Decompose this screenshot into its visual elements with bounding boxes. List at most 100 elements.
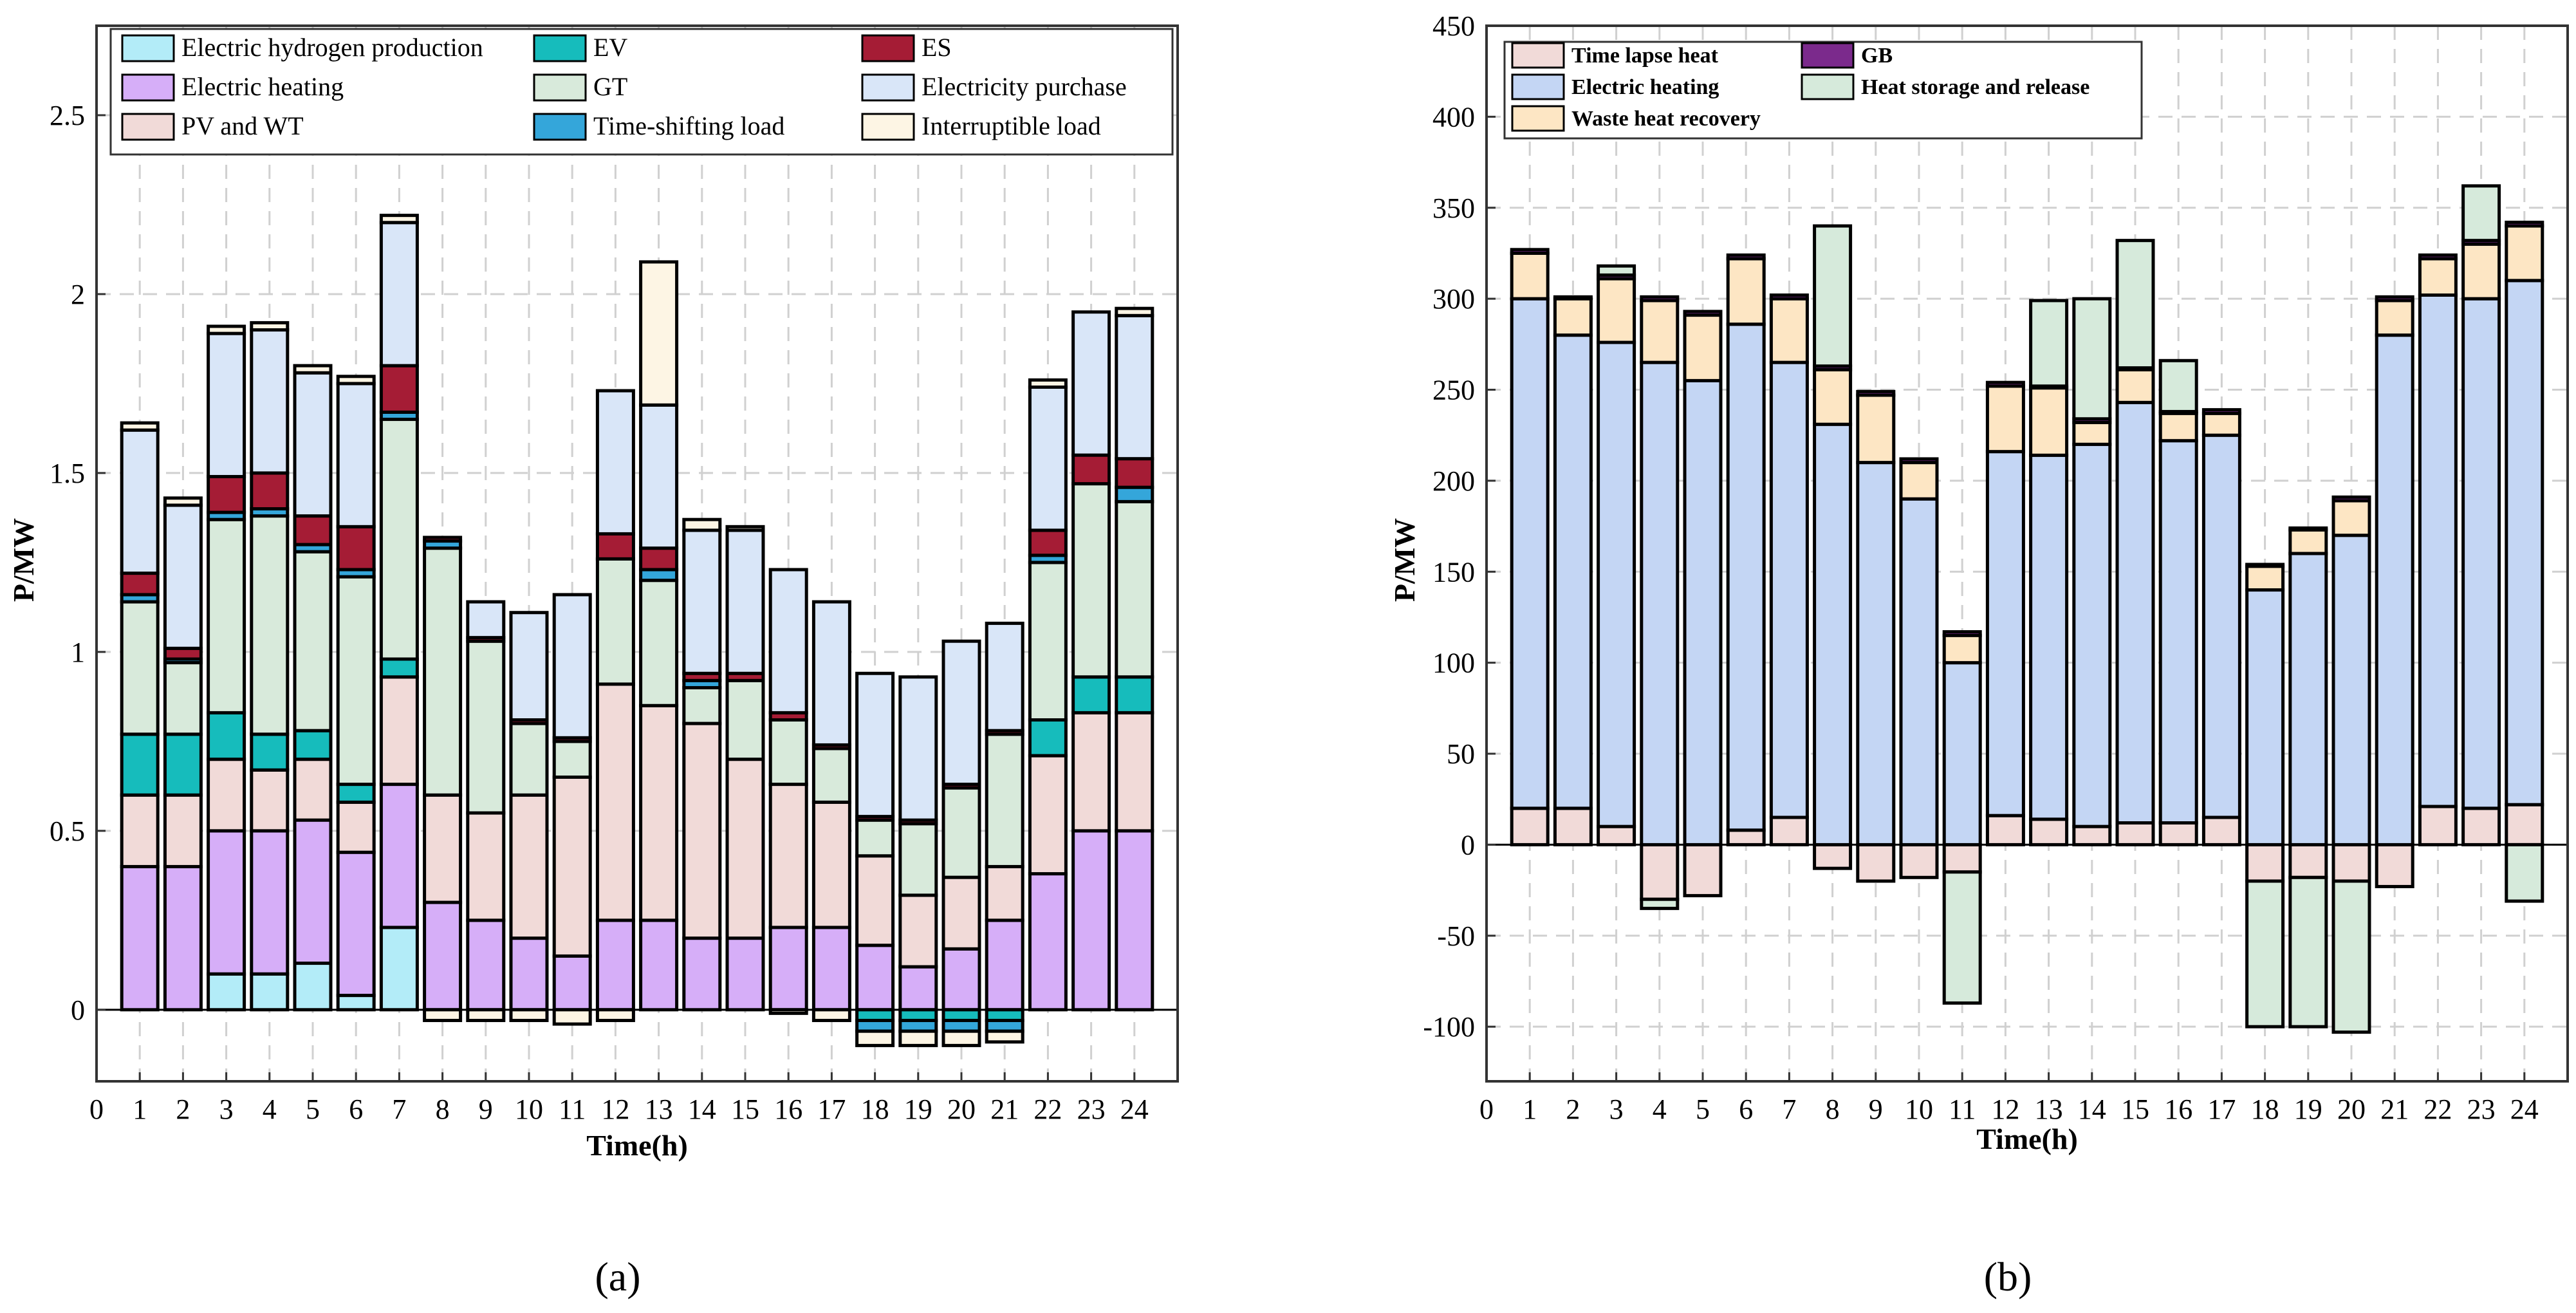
bar-segment-interruptible-load-t10 [509, 1008, 549, 1022]
bar-segment-time-lapse-heat-t1 [1510, 806, 1550, 846]
bar-segment-gb-t22 [2418, 253, 2458, 261]
bar-segment-heat-storage-and-release-t24 [2505, 843, 2544, 903]
legend-swatch [533, 34, 587, 62]
bar-segment-time-lapse-heat-t6 [1726, 828, 1766, 846]
bar-segment-electricity-purchase-t4 [250, 328, 290, 475]
bar-segment-electricity-purchase-t16 [768, 568, 808, 714]
x-tick-label: 17 [817, 1094, 846, 1125]
chart-b-legend: Time lapse heat GB Electric heating Heat st… [1503, 41, 2143, 140]
y-tick-label: 100 [1432, 647, 1475, 679]
x-tick-label: 16 [774, 1094, 802, 1125]
x-tick-label: 5 [1696, 1094, 1710, 1125]
bar-segment-electricity-purchase-t7 [379, 221, 419, 368]
bar-segment-gb-t4 [1640, 295, 1680, 303]
bar-segment-electric-heating-t16 [768, 926, 808, 1012]
caption-b: (b) [1984, 1254, 2032, 1299]
bar-segment-pv-and-wt-t21 [985, 864, 1024, 922]
bar-segment-pv-and-wt-t17 [811, 800, 851, 929]
bar-segment-electric-heating-t5 [1683, 378, 1723, 846]
bar-segment-time-lapse-heat-t5 [1683, 843, 1723, 898]
bar-segment-gt-t17 [811, 747, 851, 804]
bar-segment-waste-heat-recovery-t22 [2418, 257, 2458, 297]
chart-b-grid [1487, 24, 2568, 1081]
x-tick-label: 9 [1869, 1094, 1883, 1125]
bar-segment-time-lapse-heat-t10 [1899, 843, 1939, 879]
chart-b-plot-frame [1485, 24, 2569, 1083]
x-tick-label: 6 [1739, 1094, 1753, 1125]
bar-segment-pv-and-wt-t11 [552, 775, 592, 958]
x-tick-label: 22 [2423, 1094, 2452, 1125]
bar-segment-electric-heating-t9 [1856, 461, 1896, 846]
x-tick-label: 10 [1905, 1094, 1933, 1125]
legend-label: ES [922, 33, 952, 62]
chart-a-legend: Electric hydrogen production EV ES Electric… [109, 28, 1174, 156]
bar-segment-pv-and-wt-t9 [466, 811, 506, 922]
bar-segment-electric-heating-t18 [855, 944, 895, 1012]
bar-segment-electric-hydrogen-production-t6 [336, 994, 376, 1012]
bar-segment-time-lapse-heat-t8 [1813, 843, 1853, 870]
bar-segment-electricity-purchase-t20 [941, 639, 981, 787]
bar-segment-waste-heat-recovery-t15 [2115, 368, 2155, 404]
legend-label: Waste heat recovery [1571, 107, 1761, 131]
x-tick-label: 5 [306, 1094, 320, 1125]
bar-segment-interruptible-load-t8 [423, 1008, 463, 1022]
bar-segment-time-lapse-heat-t17 [2201, 815, 2241, 846]
bar-segment-waste-heat-recovery-t5 [1683, 313, 1723, 382]
bar-segment-time-shifting-load-t20 [941, 1018, 981, 1033]
legend-label: Time-shifting load [593, 111, 784, 140]
bar-segment-electric-heating-t14 [2072, 442, 2112, 828]
bar-segment-electric-heating-t24 [2505, 279, 2544, 806]
x-tick-label: 11 [559, 1094, 586, 1125]
bar-segment-electricity-purchase-t24 [1115, 313, 1154, 461]
bar-segment-ev-t6 [336, 783, 376, 804]
bar-segment-waste-heat-recovery-t13 [2029, 386, 2069, 457]
x-tick-label: 0 [89, 1094, 104, 1125]
bar-segment-electric-heating-t2 [1553, 333, 1593, 810]
bar-segment-electric-heating-t3 [207, 829, 246, 976]
bar-segment-interruptible-load-t7 [379, 214, 419, 225]
bar-segment-interruptible-load-t5 [293, 364, 333, 375]
bar-segment-electricity-purchase-t2 [163, 503, 203, 650]
bar-segment-ev-t20 [941, 1008, 981, 1022]
bar-segment-gt-t11 [552, 740, 592, 779]
bar-segment-heat-storage-and-release-t15 [2115, 239, 2155, 370]
bar-segment-time-lapse-heat-t15 [2115, 821, 2155, 846]
x-tick-label: 23 [2467, 1094, 2496, 1125]
bar-segment-time-lapse-heat-t23 [2461, 806, 2501, 846]
y-tick-label: 400 [1432, 101, 1475, 133]
y-tick-label: 250 [1432, 375, 1475, 406]
bar-segment-interruptible-load-t21 [985, 1029, 1024, 1044]
bar-segment-pv-and-wt-t8 [423, 793, 463, 904]
bar-segment-electric-heating-t15 [725, 936, 765, 1012]
bar-segment-heat-storage-and-release-t20 [2331, 879, 2371, 1034]
bar-segment-electric-heating-t13 [639, 918, 679, 1012]
bar-segment-heat-storage-and-release-t23 [2461, 184, 2501, 243]
bar-segment-electric-heating-t1 [120, 864, 160, 1012]
x-tick-label: 24 [2510, 1094, 2539, 1125]
bar-segment-ev-t1 [120, 732, 160, 797]
x-tick-label: 17 [2207, 1094, 2236, 1125]
chart-b-ylabel: P/MW [1388, 518, 1421, 602]
bar-segment-waste-heat-recovery-t16 [2158, 411, 2198, 443]
bar-segment-ev-t22 [1028, 718, 1068, 758]
y-tick-label: 50 [1447, 738, 1475, 770]
legend-swatch [1511, 105, 1565, 132]
x-tick-label: 4 [263, 1094, 277, 1125]
chart-b: 0 1 2 3 4 5 6 7 8 9 10 11 12 13 14 15 16 17 18 19 20 21 22 23 24… [1388, 10, 2569, 1155]
bar-segment-gb-t1 [1510, 248, 1550, 255]
bar-segment-pv-and-wt-t4 [250, 768, 290, 833]
bar-segment-es-t5 [293, 514, 333, 546]
bar-segment-interruptible-load-t3 [207, 324, 246, 335]
bar-segment-electricity-purchase-t9 [466, 600, 506, 640]
bar-segment-pv-and-wt-t18 [855, 854, 895, 947]
x-tick-label: 24 [1120, 1094, 1149, 1125]
bar-segment-gb-t7 [1769, 293, 1809, 301]
bar-segment-gt-t19 [898, 822, 938, 897]
bar-segment-electricity-purchase-t21 [985, 621, 1024, 732]
bar-segment-electricity-purchase-t18 [855, 671, 895, 819]
bar-segment-gb-t17 [2201, 408, 2241, 415]
bar-segment-interruptible-load-t14 [682, 517, 722, 532]
bar-segment-waste-heat-recovery-t9 [1856, 393, 1896, 465]
caption-a: (a) [595, 1254, 640, 1299]
bar-segment-electric-heating-t23 [2461, 297, 2501, 810]
